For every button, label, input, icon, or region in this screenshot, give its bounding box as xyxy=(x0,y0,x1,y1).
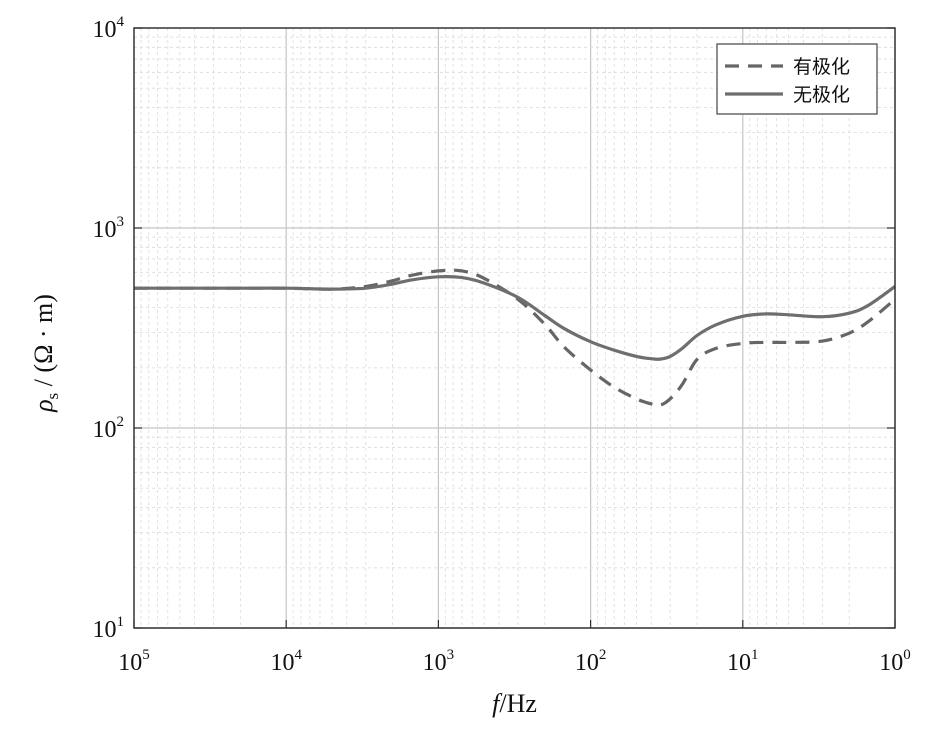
x-tick-exponent: 2 xyxy=(599,647,607,663)
y-tick-base: 10 xyxy=(93,617,117,643)
x-tick-exponent: 5 xyxy=(142,647,150,663)
x-tick-label: 102 xyxy=(575,647,607,676)
y-tick-exponent: 2 xyxy=(117,414,125,430)
y-tick-exponent: 3 xyxy=(117,214,125,230)
y-tick-base: 10 xyxy=(93,417,117,443)
x-tick-exponent: 4 xyxy=(294,647,302,663)
legend-box xyxy=(716,43,878,115)
y-tick-base: 10 xyxy=(93,17,117,43)
y-axis-label-subscript: s xyxy=(43,393,62,400)
y-tick-label: 103 xyxy=(93,214,125,243)
x-tick-base: 10 xyxy=(118,650,142,676)
series-line-polarized xyxy=(134,268,897,408)
x-tick-label: 101 xyxy=(727,647,759,676)
legend-label: 有极化 xyxy=(793,56,850,78)
x-tick-base: 10 xyxy=(575,650,599,676)
y-axis-label-symbol: ρ xyxy=(29,399,58,412)
x-axis-label: f/Hz xyxy=(492,689,537,718)
grid xyxy=(134,28,896,629)
plot-frame xyxy=(133,27,896,629)
y-tick-label: 101 xyxy=(93,614,125,643)
x-tick-base: 10 xyxy=(879,650,903,676)
x-tick-base: 10 xyxy=(270,650,294,676)
x-tick-base: 10 xyxy=(727,650,751,676)
x-tick-label: 105 xyxy=(118,647,150,676)
y-axis-label-unit: / (Ω · m) xyxy=(29,294,58,393)
y-tick-exponent: 4 xyxy=(117,14,125,30)
legend-label: 无极化 xyxy=(793,84,850,106)
x-tick-base: 10 xyxy=(423,650,447,676)
x-axis-label-symbol: f xyxy=(492,689,503,718)
x-axis-label-unit: /Hz xyxy=(499,689,537,718)
series-line-unpolarized xyxy=(134,274,896,361)
x-tick-label: 100 xyxy=(879,647,911,676)
plot-series xyxy=(134,268,897,408)
x-tick-exponent: 1 xyxy=(751,647,759,663)
y-tick-base: 10 xyxy=(93,217,117,243)
x-tick-label: 104 xyxy=(270,647,302,676)
y-tick-label: 104 xyxy=(93,14,125,43)
y-axis-label: ρs / (Ω · m) xyxy=(29,294,62,413)
x-tick-label: 103 xyxy=(423,647,455,676)
x-tick-exponent: 0 xyxy=(903,647,911,663)
x-tick-exponent: 3 xyxy=(447,647,455,663)
y-tick-exponent: 1 xyxy=(117,614,125,630)
y-tick-label: 102 xyxy=(93,414,125,443)
